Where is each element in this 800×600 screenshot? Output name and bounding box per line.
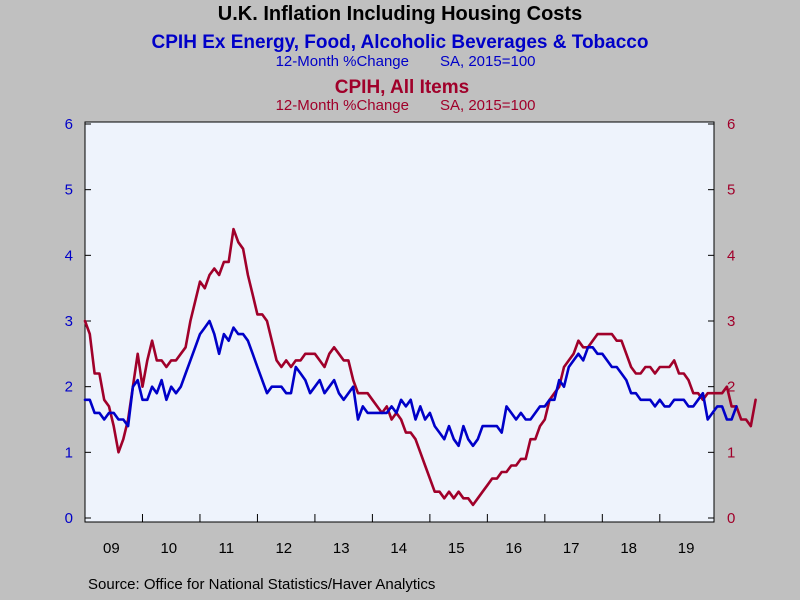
y-left-tick-label: 2: [65, 379, 73, 396]
x-tick-label: 11: [219, 540, 235, 557]
y-left-tick-label: 0: [65, 510, 73, 527]
series-1-subtitle-right: SA, 2015=100: [440, 53, 536, 70]
x-tick-label: 17: [563, 540, 580, 557]
source-note: Source: Office for National Statistics/H…: [88, 576, 435, 593]
y-right-tick-label: 2: [727, 379, 735, 396]
y-left-tick-label: 6: [65, 116, 73, 133]
x-tick-label: 14: [390, 540, 407, 557]
series-2-subtitle-left: 12-Month %Change: [276, 97, 409, 114]
x-tick-label: 09: [103, 540, 120, 557]
x-tick-label: 10: [160, 540, 177, 557]
series-2-title: CPIH, All Items: [335, 77, 469, 98]
x-tick-label: 18: [620, 540, 637, 557]
y-left-tick-label: 4: [65, 247, 73, 264]
y-right-tick-label: 3: [727, 313, 735, 330]
x-tick-label: 16: [505, 540, 522, 557]
series-lines: [83, 227, 757, 507]
x-tick-label: 13: [333, 540, 350, 557]
chart-title: U.K. Inflation Including Housing Costs: [218, 3, 582, 25]
series-2-line: [83, 227, 757, 507]
series-1-line: [83, 319, 738, 448]
y-left-tick-label: 1: [65, 444, 73, 461]
x-tick-label: 19: [678, 540, 695, 557]
y-right-tick-label: 6: [727, 116, 735, 133]
y-left-tick-label: 3: [65, 313, 73, 330]
series-1-subtitle-left: 12-Month %Change: [276, 53, 409, 70]
x-tick-label: 12: [275, 540, 292, 557]
y-right-tick-label: 1: [727, 444, 735, 461]
series-2-subtitle-right: SA, 2015=100: [440, 97, 536, 114]
plot-area: [84, 121, 715, 523]
x-tick-label: 15: [448, 540, 465, 557]
y-right-tick-label: 4: [727, 247, 735, 264]
y-right-tick-label: 5: [727, 182, 735, 199]
y-left-tick-label: 5: [65, 182, 73, 199]
y-right-tick-label: 0: [727, 510, 735, 527]
series-1-title: CPIH Ex Energy, Food, Alcoholic Beverage…: [152, 32, 649, 53]
